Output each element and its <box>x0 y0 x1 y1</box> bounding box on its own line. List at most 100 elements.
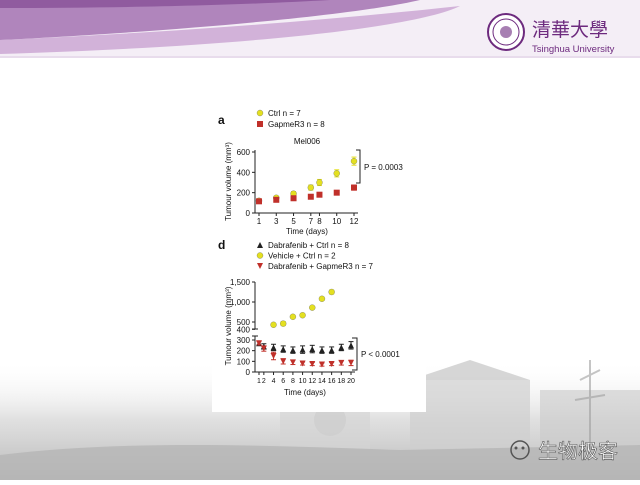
legend-label-ctrl: Ctrl n = 7 <box>268 109 301 118</box>
y-tick-label-a: 400 <box>237 168 251 177</box>
y-tick-label-d: 1,500 <box>230 278 251 287</box>
data-point-dabrafenib-gapmer3 <box>348 359 354 366</box>
data-point-gapmer3 <box>290 195 297 202</box>
figure-panel <box>212 104 426 412</box>
x-tick-label-a: 1 <box>257 217 262 226</box>
legend-marker-ctrl <box>256 109 264 117</box>
y-tick-label-a: 600 <box>237 148 251 157</box>
data-point-vehicle-ctrl <box>289 313 297 320</box>
y-tick-label-d: 300 <box>237 336 251 345</box>
data-point-dabrafenib-gapmer3 <box>299 360 306 367</box>
x-axis-label-a: Time (days) <box>286 227 328 236</box>
data-point-dabrafenib-ctrl <box>318 347 325 354</box>
data-point-gapmer3 <box>333 189 340 196</box>
data-point-vehicle-ctrl <box>299 312 306 319</box>
data-point-dabrafenib-gapmer3 <box>309 361 316 367</box>
y-tick-label-d: 200 <box>237 347 251 356</box>
y-tick-label-a: 200 <box>237 189 251 198</box>
data-point-vehicle-ctrl <box>280 320 287 327</box>
significance-bracket-d <box>352 337 358 371</box>
data-point-dabrafenib-gapmer3 <box>256 340 262 347</box>
tsinghua-logo: 清華大學 Tsinghua University <box>487 13 615 55</box>
data-point-ctrl <box>333 170 340 177</box>
data-point-dabrafenib-gapmer3 <box>318 361 325 368</box>
watermark: 生物极客 <box>510 439 618 463</box>
y-axis-label-d: Tumour volume (mm³) <box>224 286 233 365</box>
p-value-a: P = 0.0003 <box>364 163 403 172</box>
panel-letter-a: a <box>218 113 225 127</box>
data-point-gapmer3 <box>351 184 357 191</box>
x-tick-label-d: 2 <box>262 378 266 385</box>
data-point-ctrl <box>316 179 323 186</box>
legend-label-dabrafenib-gapmer3: Dabrafenib + GapmeR3 n = 7 <box>268 262 374 271</box>
panel-letter-d: d <box>218 238 225 252</box>
x-tick-label-a: 8 <box>317 217 322 226</box>
legend-label-dabrafenib-ctrl: Dabrafenib + Ctrl n = 8 <box>268 241 349 250</box>
chart-title-a: Mel006 <box>294 137 321 146</box>
data-point-dabrafenib-ctrl <box>270 344 277 351</box>
panel-d: d Dabrafenib + Ctrl n = 8 Vehicle + Ctrl n… <box>218 238 400 397</box>
legend-marker-dabrafenib-gapmer3 <box>257 263 263 269</box>
data-point-dabrafenib-ctrl <box>309 346 316 353</box>
p-value-d: P < 0.0001 <box>361 350 400 359</box>
y-tick-label-d: 100 <box>237 357 251 366</box>
legend-marker-dabrafenib-ctrl <box>257 242 263 248</box>
logo-english-text: Tsinghua University <box>532 44 615 55</box>
data-point-dabrafenib-ctrl <box>280 346 287 353</box>
data-point-vehicle-ctrl <box>270 321 277 328</box>
data-point-vehicle-ctrl <box>318 295 326 302</box>
x-tick-label-d: 4 <box>272 378 276 385</box>
data-point-gapmer3 <box>273 196 280 203</box>
y-tick-label-d: 1,000 <box>230 298 251 307</box>
data-point-ctrl <box>350 157 358 165</box>
header-banner <box>0 0 640 58</box>
data-point-dabrafenib-gapmer3 <box>328 361 335 367</box>
wechat-icon <box>510 440 530 460</box>
x-tick-label-a: 5 <box>291 217 296 226</box>
data-point-ctrl <box>307 184 314 191</box>
x-tick-label-d: 1 <box>257 378 261 385</box>
x-axis-label-d: Time (days) <box>284 388 326 397</box>
x-tick-label-a: 7 <box>309 217 314 226</box>
y-tick-label-a: 0 <box>246 209 251 218</box>
x-tick-label-d: 6 <box>281 378 285 385</box>
data-point-dabrafenib-ctrl <box>338 344 345 351</box>
data-point-gapmer3 <box>307 193 314 200</box>
legend-label-gapmer3: GapmeR3 n = 8 <box>268 120 325 129</box>
x-tick-label-a: 3 <box>274 217 279 226</box>
data-point-dabrafenib-gapmer3 <box>338 359 345 366</box>
y-tick-label-d: 0 <box>246 368 251 377</box>
legend-marker-gapmer3 <box>257 121 263 127</box>
x-tick-label-d: 16 <box>328 378 336 385</box>
x-tick-label-d: 14 <box>318 378 326 385</box>
watermark-text: 生物极客 <box>538 439 618 463</box>
data-point-dabrafenib-gapmer3 <box>260 345 267 352</box>
data-point-dabrafenib-ctrl <box>348 342 354 349</box>
panel-a: a Ctrl n = 7 GapmeR3 n = 8 Mel006 0 200 400 600… <box>218 109 403 236</box>
data-point-dabrafenib-ctrl <box>299 346 306 353</box>
x-tick-label-d: 18 <box>337 378 345 385</box>
x-tick-label-d: 20 <box>347 378 355 385</box>
legend-marker-vehicle-ctrl <box>256 252 264 259</box>
data-point-dabrafenib-ctrl <box>328 347 335 354</box>
data-point-vehicle-ctrl <box>309 304 316 311</box>
x-tick-label-a: 10 <box>332 217 341 226</box>
data-point-vehicle-ctrl <box>328 288 335 296</box>
data-point-gapmer3 <box>256 198 262 205</box>
x-tick-label-d: 10 <box>299 378 307 385</box>
logo-chinese-text: 清華大學 <box>532 19 608 41</box>
legend-label-vehicle-ctrl: Vehicle + Ctrl n = 2 <box>268 252 336 261</box>
x-tick-label-a: 12 <box>350 217 359 226</box>
y-tick-label-d: 400 <box>237 325 251 334</box>
data-point-dabrafenib-gapmer3 <box>289 359 296 366</box>
y-tick-label-d: 500 <box>237 318 251 327</box>
data-point-gapmer3 <box>316 191 323 198</box>
data-point-dabrafenib-gapmer3 <box>280 358 287 365</box>
x-tick-label-d: 12 <box>308 378 316 385</box>
x-tick-label-d: 8 <box>291 378 295 385</box>
y-axis-label-a: Tumour volume (mm³) <box>224 142 233 221</box>
data-point-dabrafenib-gapmer3 <box>270 353 277 359</box>
